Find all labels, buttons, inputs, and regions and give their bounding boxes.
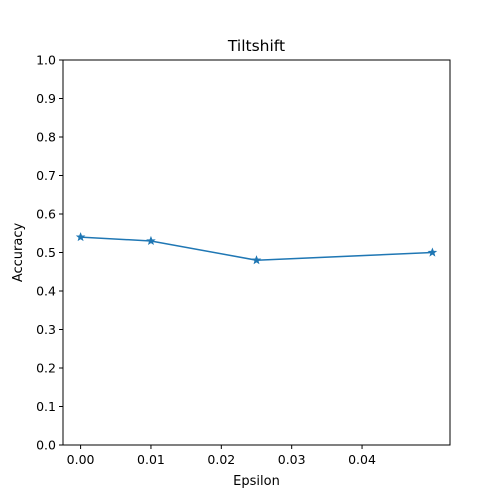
x-tick-label: 0.01 [137,452,165,467]
data-point-marker [251,255,262,265]
plot-area [63,60,450,445]
x-axis-label: Epsilon [233,474,280,489]
y-tick-label: 0.4 [36,284,56,299]
data-point-marker [75,232,86,242]
x-tick-label: 0.04 [348,452,376,467]
plot-frame [62,59,451,446]
y-tick-label: 0.3 [36,322,56,337]
data-point-marker [427,247,438,257]
y-tick-label: 0.5 [36,245,56,260]
y-tick-label: 0.9 [36,91,56,106]
y-tick-label: 0.8 [36,130,56,145]
x-tick-label: 0.00 [67,452,95,467]
y-axis-ticks: 0.0 0.1 0.2 0.3 0.4 0.5 0.6 0.7 0.8 0.9 1.0 [36,53,63,453]
y-tick-label: 0.6 [36,207,56,222]
x-axis-ticks: 0.00 0.01 0.02 0.03 0.04 [67,445,376,467]
chart-title: Tiltshift [227,37,285,55]
series-layer [75,232,438,265]
y-tick-label: 0.1 [36,399,56,414]
x-tick-label: 0.03 [278,452,306,467]
y-axis-label: Accuracy [11,223,26,283]
data-point-marker [146,235,156,246]
y-tick-label: 0.0 [36,438,56,453]
y-tick-label: 0.7 [36,168,56,183]
y-tick-label: 0.2 [36,361,56,376]
y-tick-label: 1.0 [36,53,56,68]
series-line [80,236,433,261]
x-tick-label: 0.02 [207,452,235,467]
